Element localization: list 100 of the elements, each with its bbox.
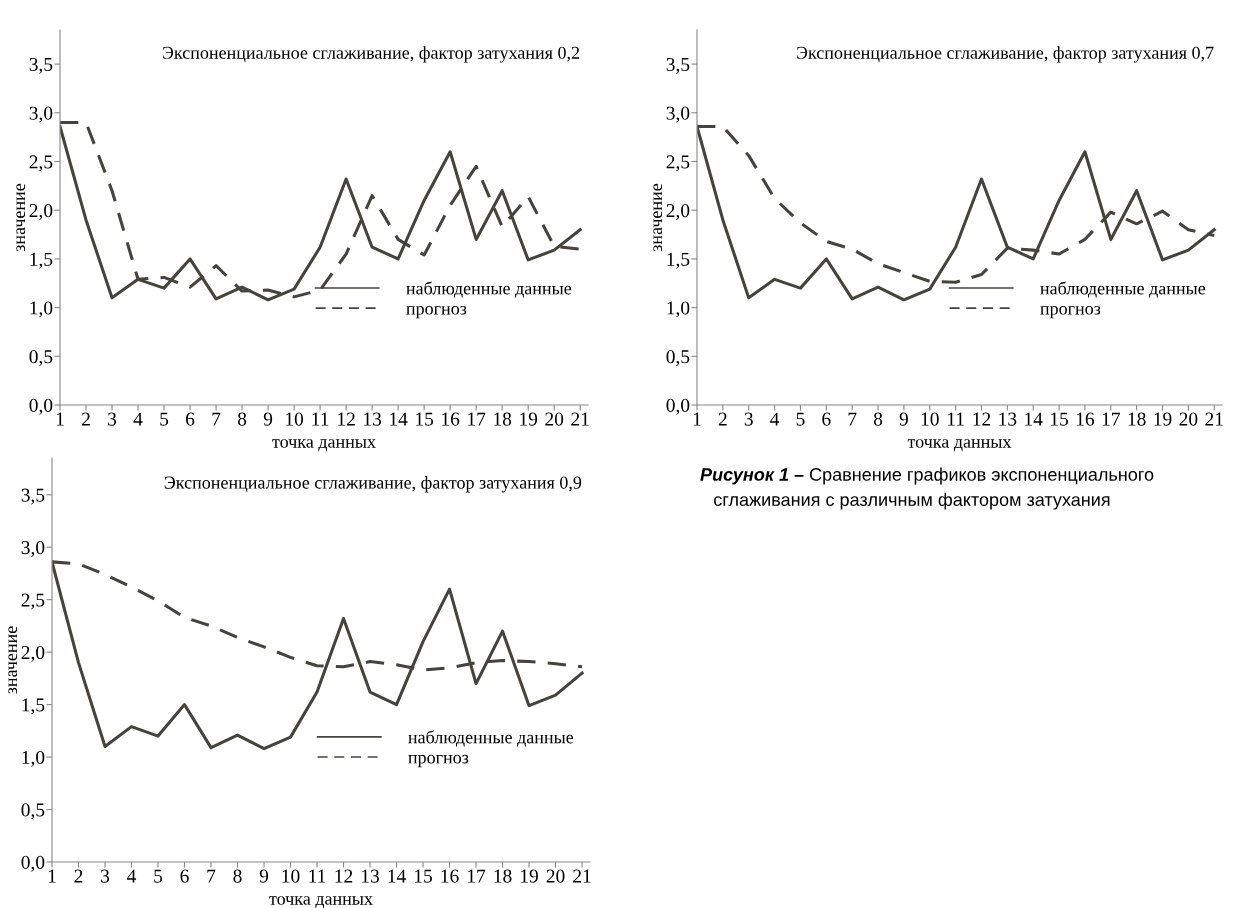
x-tick-label: 2 xyxy=(82,412,90,426)
x-tick-label: 14 xyxy=(390,412,408,426)
x-tick-label: 18 xyxy=(494,869,512,883)
y-tick-label: 0,5 xyxy=(666,350,690,367)
x-tick-label: 17 xyxy=(468,412,486,426)
y-tick-label: 0,0 xyxy=(666,398,690,415)
legend-label: прогноз xyxy=(408,754,469,768)
y-tick-label: 0,5 xyxy=(29,350,53,367)
x-tick-label: 6 xyxy=(186,412,195,426)
text: Экспоненциальное сглаживание, фактор затухания 0,2 xyxy=(162,46,580,63)
x-tick-label: 7 xyxy=(212,412,221,426)
y-tick-label: 2,0 xyxy=(29,204,53,220)
x-tick-label: 15 xyxy=(415,869,432,883)
x-tick-label: 10 xyxy=(286,412,304,426)
y-tick-label: 3,5 xyxy=(29,57,53,74)
x-tick-label: 7 xyxy=(207,869,216,883)
y-axis-title: значение xyxy=(8,626,18,694)
x-tick-label: 6 xyxy=(180,869,189,883)
y-tick-label: 1,5 xyxy=(22,698,45,715)
x-tick-label: 1 xyxy=(693,412,701,426)
x-tick-label: 18 xyxy=(494,412,512,426)
legend-label: прогноз xyxy=(406,305,467,319)
x-tick-label: 12 xyxy=(338,412,355,426)
x-tick-label: 6 xyxy=(822,412,831,426)
text: Рисунок 1 – xyxy=(700,468,804,485)
y-tick-label: 2,5 xyxy=(29,155,53,172)
x-tick-label: 9 xyxy=(263,412,273,426)
x-tick-label: 13 xyxy=(364,412,382,426)
y-tick-label: 2,0 xyxy=(666,204,690,220)
text: Экспоненциальное сглаживание, фактор затухания 0,7 xyxy=(797,46,1214,63)
x-tick-label: 19 xyxy=(521,869,538,883)
x-tick-label: 17 xyxy=(1102,412,1120,426)
x-tick-label: 21 xyxy=(571,412,589,426)
x-tick-label: 3 xyxy=(744,412,753,426)
x-tick-label: 16 xyxy=(1076,412,1095,426)
x-tick-label: 11 xyxy=(309,869,326,883)
x-tick-label: 10 xyxy=(282,869,300,883)
y-tick-label: 2,0 xyxy=(21,645,45,662)
y-tick-label: 3,0 xyxy=(666,106,690,123)
y-tick-label: 0,0 xyxy=(29,398,53,415)
x-tick-label: 15 xyxy=(416,412,434,426)
x-tick-label: 3 xyxy=(101,869,110,883)
x-tick-label: 21 xyxy=(573,869,591,883)
y-axis-title: значение xyxy=(16,183,26,252)
x-tick-label: 12 xyxy=(335,869,353,883)
y-tick-label: 1,0 xyxy=(22,750,45,767)
x-tick-label: 5 xyxy=(160,412,169,426)
y-tick-label: 3,0 xyxy=(29,106,53,123)
text: сглаживания с различным фактором затухания xyxy=(714,492,1110,510)
y-tick-label: 3,5 xyxy=(21,488,45,505)
x-tick-label: 13 xyxy=(362,869,379,883)
x-tick-label: 8 xyxy=(873,412,883,426)
x-tick-label: 2 xyxy=(74,869,83,883)
x-tick-label: 2 xyxy=(718,412,727,426)
y-tick-label: 1,5 xyxy=(667,252,690,269)
x-tick-label: 17 xyxy=(468,869,486,883)
x-tick-label: 11 xyxy=(947,412,964,426)
x-tick-label: 1 xyxy=(48,869,56,883)
y-tick-label: 3,5 xyxy=(666,57,690,74)
x-tick-label: 20 xyxy=(1179,412,1198,426)
x-axis-title: точка данных xyxy=(272,439,376,452)
y-tick-label: 2,5 xyxy=(21,593,45,610)
y-tick-label: 0,0 xyxy=(21,855,45,872)
x-tick-label: 19 xyxy=(520,412,538,426)
x-tick-label: 4 xyxy=(127,869,137,883)
y-tick-label: 1,5 xyxy=(30,252,53,269)
x-tick-label: 14 xyxy=(1025,412,1043,426)
x-tick-label: 4 xyxy=(133,412,143,426)
legend-label: наблюденные данные xyxy=(408,730,574,747)
x-tick-label: 12 xyxy=(973,412,991,426)
x-tick-label: 11 xyxy=(312,412,329,426)
x-tick-label: 9 xyxy=(899,412,908,426)
x-tick-label: 7 xyxy=(848,412,857,426)
x-tick-label: 16 xyxy=(442,412,460,426)
y-tick-label: 3,0 xyxy=(21,541,45,557)
x-tick-label: 20 xyxy=(546,869,565,883)
x-tick-label: 4 xyxy=(770,412,780,426)
x-tick-label: 9 xyxy=(259,869,269,883)
x-tick-label: 20 xyxy=(545,412,564,426)
x-tick-label: 5 xyxy=(154,869,163,883)
x-tick-label: 16 xyxy=(441,869,459,883)
x-tick-label: 5 xyxy=(796,412,805,426)
x-tick-label: 8 xyxy=(233,869,242,883)
legend-label: наблюденные данные xyxy=(1040,281,1206,298)
x-tick-label: 1 xyxy=(56,412,64,426)
x-tick-label: 10 xyxy=(921,412,939,426)
y-tick-label: 2,5 xyxy=(666,155,690,172)
x-tick-label: 13 xyxy=(999,412,1017,426)
y-tick-label: 1,0 xyxy=(667,301,690,318)
x-tick-label: 18 xyxy=(1128,412,1146,426)
text: Сравнение графиков экспоненциального xyxy=(809,467,1154,485)
x-tick-label: 15 xyxy=(1051,412,1069,426)
x-axis-title: точка данных xyxy=(907,439,1012,452)
x-tick-label: 3 xyxy=(108,412,117,426)
x-tick-label: 19 xyxy=(1154,412,1172,426)
y-tick-label: 1,0 xyxy=(30,301,53,318)
legend-label: прогноз xyxy=(1040,305,1101,319)
x-tick-label: 8 xyxy=(237,412,247,426)
y-tick-label: 0,5 xyxy=(21,803,45,820)
x-axis-title: точка данных xyxy=(269,896,373,908)
